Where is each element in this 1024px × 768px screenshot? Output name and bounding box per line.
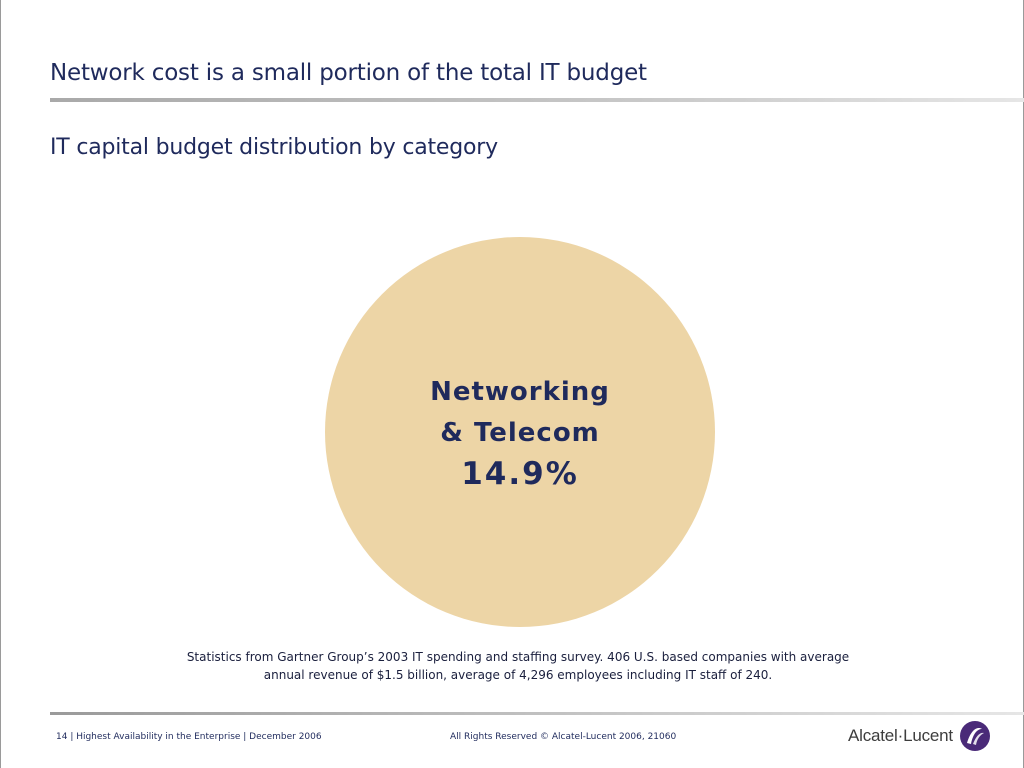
pie-label-value: 14.9% [461, 456, 579, 492]
source-note-line1: Statistics from Gartner Group’s 2003 IT … [186, 650, 850, 664]
pie-slice-label: Networking & Telecom 14.9% [324, 372, 716, 495]
logo-wordmark: Alcatel·Lucent [848, 726, 953, 745]
pie-label-line2: & Telecom [440, 418, 600, 448]
pie-label-line1: Networking [430, 377, 610, 407]
chart-subtitle: IT capital budget distribution by catego… [50, 135, 498, 160]
slide-left-border [0, 0, 1, 768]
footer-divider [50, 712, 1024, 715]
slide-title: Network cost is a small portion of the t… [50, 60, 647, 86]
source-note-line2: annual revenue of $1.5 billion, average … [263, 668, 773, 682]
footer-page-info: 14 | Highest Availability in the Enterpr… [56, 732, 322, 742]
source-note: Statistics from Gartner Group’s 2003 IT … [150, 648, 886, 684]
pie-slice-networking [325, 237, 715, 627]
pie-chart [325, 237, 715, 627]
footer-copyright: All Rights Reserved © Alcatel-Lucent 200… [450, 732, 677, 742]
title-divider [50, 98, 1024, 102]
alcatel-lucent-logo: Alcatel·Lucent [848, 720, 991, 752]
alcatel-lucent-swirl-icon [959, 721, 990, 751]
